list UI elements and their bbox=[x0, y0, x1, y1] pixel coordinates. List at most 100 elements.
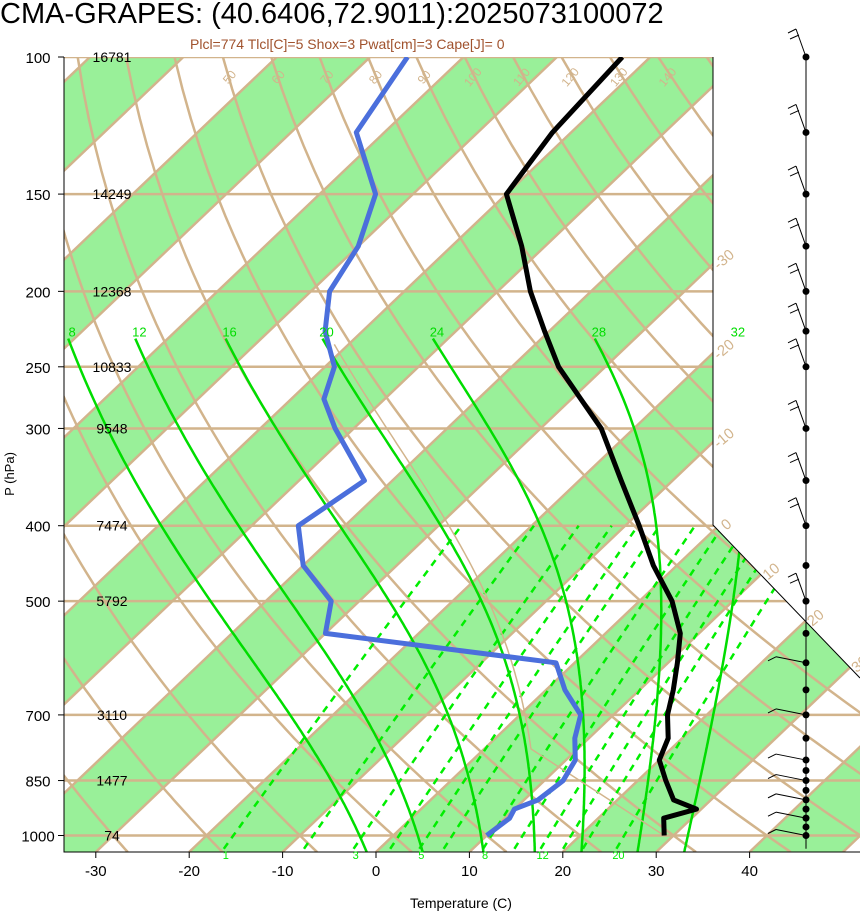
height-label: 3110 bbox=[97, 707, 127, 723]
mixing-ratio-label: 20 bbox=[612, 850, 624, 862]
y-tick-label: 500 bbox=[25, 594, 50, 611]
dry-adiabat-line bbox=[270, 57, 860, 852]
x-tick-label: 30 bbox=[648, 863, 665, 880]
wind-barb-flag bbox=[787, 338, 797, 344]
wind-barb-flag bbox=[767, 774, 777, 780]
x-tick-label: 10 bbox=[461, 863, 478, 880]
wind-level-dot bbox=[802, 562, 810, 570]
y-tick-label: 700 bbox=[25, 708, 50, 725]
y-tick-label: 150 bbox=[25, 187, 50, 204]
wind-barb-flag bbox=[787, 572, 797, 578]
wind-barb-flag bbox=[789, 109, 800, 115]
moist-adiabat-label: 32 bbox=[731, 325, 745, 340]
isotherm-band bbox=[562, 57, 860, 852]
mixing-ratio-label: 12 bbox=[536, 850, 548, 862]
wind-barb-flag bbox=[787, 165, 797, 171]
wind-barb bbox=[775, 708, 807, 716]
wind-barb-flag bbox=[767, 829, 777, 834]
isotherm-line bbox=[188, 57, 860, 852]
x-tick-label: -20 bbox=[178, 863, 200, 880]
mixing-ratio-line bbox=[539, 525, 748, 850]
wind-barb bbox=[795, 400, 807, 429]
mixing-ratio-label: 1 bbox=[223, 850, 229, 862]
mixing-ratio-line bbox=[389, 524, 613, 850]
y-tick-label: 850 bbox=[25, 774, 50, 791]
sounding-profiles bbox=[295, 57, 699, 838]
wind-barb bbox=[795, 572, 807, 602]
mixing-ratio-line bbox=[581, 525, 786, 850]
chart-axes: 1001502002503004005007008501000167811424… bbox=[21, 49, 860, 880]
wind-level-dot bbox=[802, 805, 810, 813]
x-tick-label: 0 bbox=[372, 863, 380, 880]
chart-title: CMA-GRAPES: (40.6406,72.9011):2025073100… bbox=[0, 0, 664, 30]
x-tick-label: 20 bbox=[554, 863, 571, 880]
wind-level-dot bbox=[802, 786, 810, 794]
mixing-ratio-line bbox=[352, 524, 580, 850]
wind-barb bbox=[795, 303, 807, 332]
mixing-ratio-label: 8 bbox=[482, 850, 488, 862]
wind-level-dot bbox=[802, 734, 810, 742]
mixing-ratio-line bbox=[482, 525, 697, 850]
moist-adiabat-label: 8 bbox=[69, 325, 76, 340]
moist-adiabat-label: 24 bbox=[430, 325, 444, 340]
isotherm-line bbox=[64, 57, 372, 852]
isotherm-line bbox=[64, 57, 839, 852]
wind-barb-flag bbox=[789, 344, 800, 350]
wind-barb bbox=[795, 497, 807, 526]
dry-adiabat-line bbox=[802, 57, 860, 852]
isotherm-label-right: 10 bbox=[760, 560, 784, 584]
wind-barb-flag bbox=[787, 452, 797, 458]
isotherm-label-right: -10 bbox=[710, 425, 738, 452]
dry-adiabat-line bbox=[64, 57, 508, 852]
mixing-ratio-line bbox=[222, 524, 463, 850]
wind-barb-flag bbox=[767, 811, 777, 817]
isotherm-line bbox=[64, 57, 745, 852]
height-label: 7474 bbox=[96, 518, 127, 534]
dry-adiabat-line bbox=[64, 57, 224, 852]
temperature-line bbox=[503, 57, 699, 836]
wind-level-dot bbox=[802, 686, 810, 694]
wind-barb-flag bbox=[767, 656, 777, 662]
wind-barb bbox=[775, 829, 807, 836]
wind-barb bbox=[775, 656, 807, 664]
y-tick-label: 200 bbox=[25, 284, 50, 301]
mixing-ratio-label: 3 bbox=[353, 850, 359, 862]
dewpoint-line bbox=[295, 57, 584, 838]
dry-adiabat-label: 80 bbox=[366, 67, 386, 86]
wind-barb bbox=[775, 753, 807, 761]
wind-barb bbox=[795, 104, 807, 133]
wind-barb bbox=[795, 218, 807, 247]
height-label: 16781 bbox=[93, 49, 132, 65]
isotherm-line bbox=[468, 57, 860, 852]
wind-barb-flag bbox=[787, 217, 797, 223]
axis-right-edge bbox=[712, 57, 860, 679]
axis-frame bbox=[63, 57, 860, 853]
wind-barb-flag bbox=[767, 753, 777, 759]
isotherm-label-right: 0 bbox=[718, 516, 735, 534]
y-tick-label: 300 bbox=[25, 421, 50, 438]
dry-adiabat-line bbox=[463, 57, 860, 852]
wind-barb-flag bbox=[789, 405, 800, 411]
wind-barb-flag bbox=[787, 302, 797, 308]
wind-barb bbox=[795, 28, 807, 58]
wind-barb bbox=[775, 774, 807, 782]
height-label: 5792 bbox=[96, 593, 127, 609]
mixing-ratio-line bbox=[418, 524, 639, 850]
isotherm-line bbox=[64, 57, 278, 852]
wind-barb-flag bbox=[787, 399, 797, 405]
moist-adiabats bbox=[67, 337, 747, 852]
x-tick-label: -10 bbox=[272, 863, 294, 880]
dry-adiabat-line bbox=[415, 57, 860, 852]
height-label: 10833 bbox=[93, 359, 132, 375]
isotherm-band bbox=[189, 57, 860, 852]
dry-adiabat-line bbox=[318, 57, 860, 852]
mixing-ratio-line bbox=[615, 525, 816, 850]
wind-level-dot bbox=[802, 766, 810, 774]
moist-adiabat-line bbox=[321, 337, 537, 852]
y-tick-label: 250 bbox=[25, 360, 50, 377]
isotherm-label-right: -20 bbox=[710, 336, 738, 363]
isotherm-label-right: -30 bbox=[710, 246, 738, 273]
wind-barb-flag bbox=[789, 458, 800, 464]
height-label: 74 bbox=[104, 828, 120, 844]
parcel-path bbox=[333, 344, 665, 837]
